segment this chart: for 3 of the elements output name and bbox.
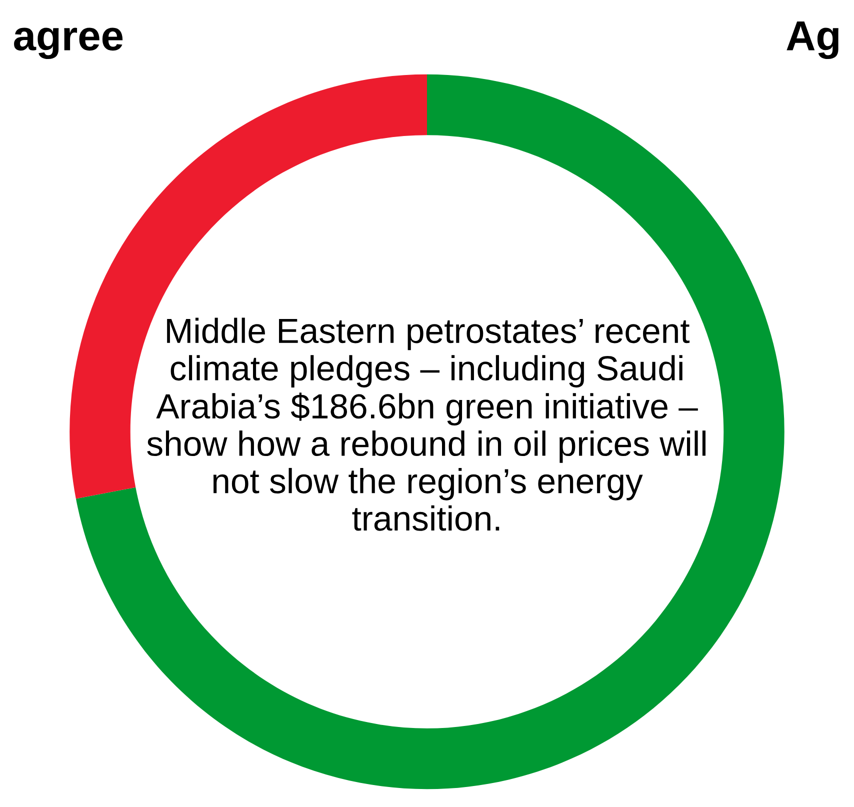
text: Middle Eastern petrostates’ recent climate pledges – including Saudi Arabia’s $186.6bn green initiative – show how a rebound in oil prices will not slow the region’s energy transition. bbox=[147, 318, 706, 531]
slice-label: agree bbox=[14, 28, 123, 60]
slice-label: Ag bbox=[786, 22, 838, 60]
